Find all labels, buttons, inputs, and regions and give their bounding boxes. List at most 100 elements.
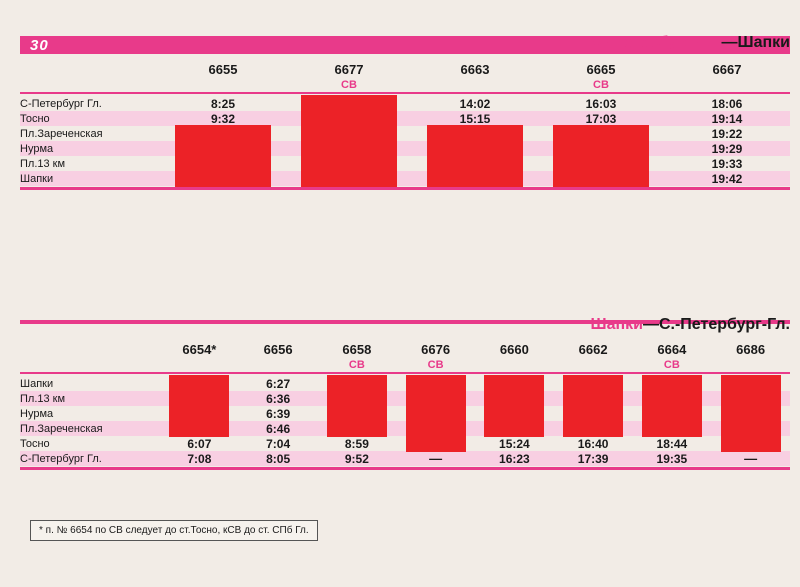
departure-time: 19:29 [712,142,743,156]
time-cell: 9:32 [160,111,286,126]
departure-time: 19:35 [657,452,688,466]
sv-label: СВ [593,79,609,91]
time-cell: 14:02 [412,96,538,111]
station-name: Нурма [20,141,160,156]
redacted-block [484,375,544,437]
train-number: 6654* [182,342,216,357]
page-number: 30 [20,37,59,54]
station-name: Нурма [20,406,160,421]
departure-time: 16:23 [499,452,530,466]
timetable-2: 6654*6656665866766660666266646686СВСВСВШ… [20,340,790,470]
redacted-block [169,375,229,437]
train-col: 6655 [160,60,286,78]
redacted-block [175,125,271,187]
redacted-block [553,125,649,187]
time-cell: — [396,451,475,466]
route-title-1: С.-Петербург-Гл.—Шапки [590,34,790,52]
station-row: Пл.13 км19:33 [20,156,790,171]
train-col: 6665 [538,60,664,78]
station-name: Пл.13 км [20,391,160,406]
route-dest: Шапки [738,34,790,51]
sv-row: СВСВСВ [20,358,790,372]
departure-time: 16:03 [586,97,617,111]
time-cell: 19:22 [664,126,790,141]
redacted-block [642,375,702,437]
departure-time: 6:36 [266,392,290,406]
departure-time: 17:39 [578,452,609,466]
footnote: * п. № 6654 по СВ следует до ст.Тосно, к… [30,520,318,541]
train-number: 6677 [335,62,364,77]
station-name: Пл.Зареченская [20,421,160,436]
station-name: С-Петербург Гл. [20,96,160,111]
departure-time: 19:33 [712,157,743,171]
time-cell: 19:14 [664,111,790,126]
time-cell: 19:35 [633,451,712,466]
train-col: 6654* [160,340,239,358]
empty-cell [20,60,160,78]
train-col: СВ [318,358,397,372]
header-underline [20,92,790,94]
station-row: Пл.Зареченская19:22 [20,126,790,141]
no-service-dash: — [429,451,442,466]
time-cell: 16:03 [538,96,664,111]
departure-time: 7:08 [187,452,211,466]
timetable-page: 30 С.-Петербург-Гл.—Шапки 66556677666366… [0,0,800,587]
time-cell: 6:07 [160,436,239,451]
departure-time: 6:07 [187,437,211,451]
train-col [664,78,790,92]
train-number: 6664 [657,342,686,357]
train-col: СВ [538,78,664,92]
header-underline [20,372,790,374]
route-sep: — [722,34,738,51]
train-col [160,78,286,92]
time-cell: 8:05 [239,451,318,466]
train-col: 6662 [554,340,633,358]
train-number: 6686 [736,342,765,357]
departure-time: 18:44 [657,437,688,451]
departure-time: 18:06 [712,97,743,111]
train-col: 6677 [286,60,412,78]
departure-time: 6:46 [266,422,290,436]
train-col: 6676 [396,340,475,358]
departure-time: 9:32 [211,112,235,126]
train-number-row: 6654*6656665866766660666266646686 [20,340,790,358]
time-cell: — [711,451,790,466]
time-cell: 18:44 [633,436,712,451]
train-number: 6658 [342,342,371,357]
train-col [412,78,538,92]
train-number: 6667 [713,62,742,77]
train-number: 6662 [579,342,608,357]
time-cell: 8:59 [318,436,397,451]
empty-cell [20,78,160,92]
redacted-block [301,95,397,187]
empty-cell [20,358,160,372]
station-name: С-Петербург Гл. [20,451,160,466]
station-row: С-Петербург Гл.8:25 14:02 16:03 18:06 [20,96,790,111]
train-col [475,358,554,372]
time-cell: 7:08 [160,451,239,466]
departure-time: 16:40 [578,437,609,451]
departure-time: 19:22 [712,127,743,141]
route-title-2: Шапки—С.-Петербург-Гл. [590,316,790,334]
sv-label: СВ [341,79,357,91]
departure-time: 15:24 [499,437,530,451]
no-service-dash: — [744,451,757,466]
train-number: 6655 [209,62,238,77]
departure-time: 14:02 [460,97,491,111]
departure-time: 7:04 [266,437,290,451]
route-dest-2: С.-Петербург-Гл. [659,316,790,333]
time-cell: 16:23 [475,451,554,466]
station-name: Тосно [20,111,160,126]
departure-time: 19:42 [712,172,743,186]
route-sep-2: — [643,316,659,333]
redacted-block [406,375,466,452]
time-cell: 8:25 [160,96,286,111]
time-cell: 18:06 [664,96,790,111]
redacted-block [563,375,623,437]
time-cell: 7:04 [239,436,318,451]
footnote-text: * п. № 6654 по СВ следует до ст.Тосно, к… [39,525,309,536]
empty-cell [20,340,160,358]
train-col [239,358,318,372]
sv-label: СВ [349,359,365,371]
footer-underline [20,187,790,190]
